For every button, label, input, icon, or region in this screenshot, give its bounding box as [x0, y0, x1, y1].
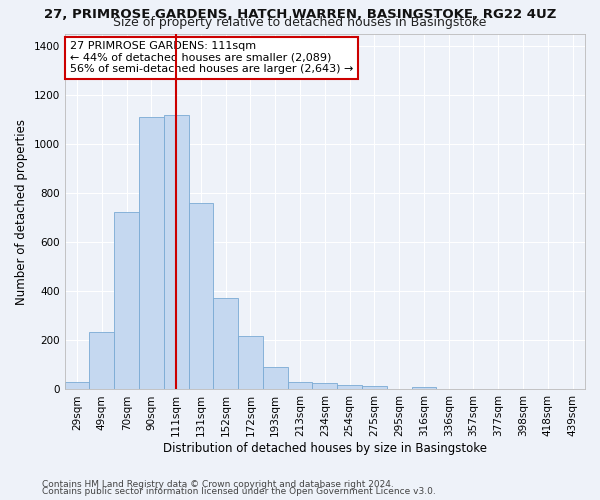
Bar	[238, 336, 263, 390]
Bar	[139, 118, 164, 390]
Bar	[362, 386, 387, 390]
Bar	[263, 368, 287, 390]
Text: 27, PRIMROSE GARDENS, HATCH WARREN, BASINGSTOKE, RG22 4UZ: 27, PRIMROSE GARDENS, HATCH WARREN, BASI…	[44, 8, 556, 20]
Text: Contains public sector information licensed under the Open Government Licence v3: Contains public sector information licen…	[42, 487, 436, 496]
Y-axis label: Number of detached properties: Number of detached properties	[15, 118, 28, 304]
Bar	[188, 203, 214, 390]
Bar	[114, 212, 139, 390]
Bar	[337, 384, 362, 390]
Text: Contains HM Land Registry data © Crown copyright and database right 2024.: Contains HM Land Registry data © Crown c…	[42, 480, 394, 489]
Text: Size of property relative to detached houses in Basingstoke: Size of property relative to detached ho…	[113, 16, 487, 29]
Bar	[412, 387, 436, 390]
Text: 27 PRIMROSE GARDENS: 111sqm
← 44% of detached houses are smaller (2,089)
56% of : 27 PRIMROSE GARDENS: 111sqm ← 44% of det…	[70, 41, 353, 74]
Bar	[214, 298, 238, 390]
Bar	[65, 382, 89, 390]
Bar	[164, 115, 188, 390]
Bar	[89, 332, 114, 390]
Bar	[287, 382, 313, 390]
X-axis label: Distribution of detached houses by size in Basingstoke: Distribution of detached houses by size …	[163, 442, 487, 455]
Bar	[313, 384, 337, 390]
